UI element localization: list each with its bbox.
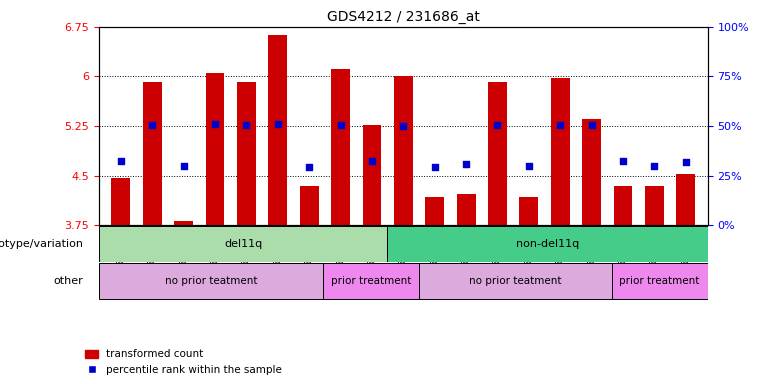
Text: no prior teatment: no prior teatment [470, 276, 562, 286]
Text: del11q: del11q [224, 239, 263, 249]
Bar [174, 220, 193, 225]
Bar [237, 82, 256, 225]
Text: no prior teatment: no prior teatment [165, 276, 257, 286]
Text: prior treatment: prior treatment [331, 276, 412, 286]
FancyBboxPatch shape [387, 226, 708, 262]
Point [335, 122, 347, 128]
Point [492, 122, 504, 128]
Point [523, 162, 535, 169]
Bar [362, 125, 381, 225]
Bar [677, 174, 696, 225]
Bar [143, 82, 161, 225]
Bar [488, 82, 507, 225]
Point [303, 164, 315, 170]
Point [177, 162, 189, 169]
FancyBboxPatch shape [612, 263, 708, 299]
Legend: transformed count, percentile rank within the sample: transformed count, percentile rank withi… [81, 345, 286, 379]
Point [240, 122, 253, 128]
Bar [645, 185, 664, 225]
Point [460, 161, 472, 167]
FancyBboxPatch shape [99, 263, 323, 299]
Point [617, 158, 629, 164]
Bar [613, 185, 632, 225]
Text: other: other [53, 276, 83, 286]
FancyBboxPatch shape [99, 226, 387, 262]
Point [428, 164, 441, 170]
Bar [394, 76, 412, 225]
Bar [457, 194, 476, 225]
Bar [582, 119, 601, 225]
Point [585, 122, 597, 128]
Point [680, 159, 692, 166]
Point [272, 121, 284, 127]
Point [146, 122, 158, 128]
Bar [111, 177, 130, 225]
Point [397, 123, 409, 129]
Bar [331, 68, 350, 225]
Bar [425, 197, 444, 225]
Text: non-del11q: non-del11q [516, 239, 579, 249]
Point [554, 122, 566, 128]
Point [366, 158, 378, 164]
FancyBboxPatch shape [419, 263, 612, 299]
Text: genotype/variation: genotype/variation [0, 239, 83, 249]
Point [115, 158, 127, 164]
Point [209, 121, 221, 127]
Title: GDS4212 / 231686_at: GDS4212 / 231686_at [327, 10, 479, 25]
Point [648, 162, 661, 169]
Bar [300, 185, 319, 225]
Bar [269, 35, 287, 225]
Text: prior treatment: prior treatment [619, 276, 700, 286]
FancyBboxPatch shape [323, 263, 419, 299]
Bar [551, 78, 570, 225]
Bar [205, 73, 224, 225]
Bar [520, 197, 538, 225]
